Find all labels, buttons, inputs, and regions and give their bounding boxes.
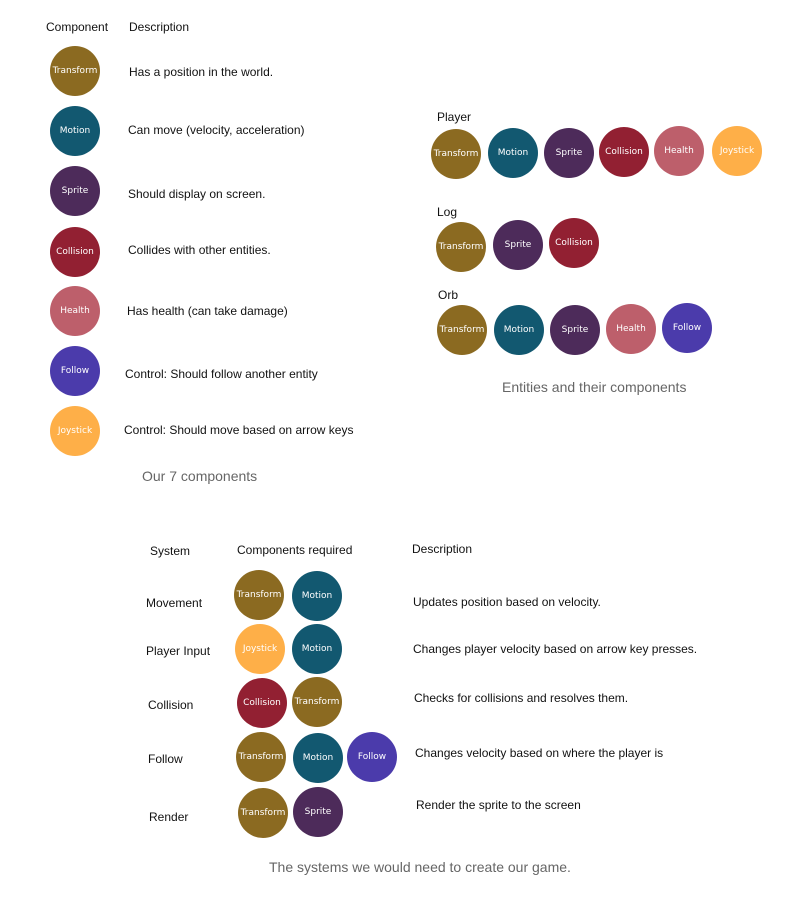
system-component-circle: Follow — [347, 732, 397, 782]
entity-component-circle: Follow — [662, 303, 712, 353]
system-description: Changes velocity based on where the play… — [415, 746, 664, 760]
component-description: Has a position in the world. — [129, 65, 274, 79]
component-circle: Sprite — [50, 166, 100, 216]
entity-component-circle: Sprite — [493, 220, 543, 270]
entity-component-circle: Transform — [437, 305, 487, 355]
entity-label-player: Player — [437, 110, 472, 124]
system-description: Changes player velocity based on arrow k… — [413, 642, 698, 656]
entity-component-circle: Joystick — [712, 126, 762, 176]
component-header: Component — [46, 20, 109, 34]
system-description: Updates position based on velocity. — [413, 595, 601, 609]
component-circle: Collision — [50, 227, 100, 277]
component-circle: Motion — [50, 106, 100, 156]
systems-caption: The systems we would need to create our … — [269, 859, 571, 875]
component-description: Control: Should move based on arrow keys — [124, 423, 354, 437]
entity-component-circle: Transform — [436, 222, 486, 272]
entity-component-circle: Transform — [431, 129, 481, 179]
system-component-circle: Joystick — [235, 624, 285, 674]
entity-component-circle: Health — [606, 304, 656, 354]
system-component-circle: Motion — [293, 733, 343, 783]
component-description: Should display on screen. — [128, 187, 266, 201]
components-required-header: Components required — [237, 543, 353, 557]
entity-component-circle: Health — [654, 126, 704, 176]
system-name: Collision — [148, 698, 194, 712]
component-description: Can move (velocity, acceleration) — [128, 123, 305, 137]
system-component-circle: Transform — [236, 732, 286, 782]
entity-label-log: Log — [437, 205, 458, 219]
system-component-circle: Transform — [292, 677, 342, 727]
entity-component-circle: Collision — [549, 218, 599, 268]
system-description: Checks for collisions and resolves them. — [414, 691, 629, 705]
entity-component-circle: Motion — [494, 305, 544, 355]
component-circle: Transform — [50, 46, 100, 96]
component-description: Has health (can take damage) — [127, 304, 288, 318]
entity-component-circle: Sprite — [544, 128, 594, 178]
entity-label-orb: Orb — [438, 288, 459, 302]
entity-component-circle: Motion — [488, 128, 538, 178]
entity-component-circle: Collision — [599, 127, 649, 177]
component-description: Control: Should follow another entity — [125, 367, 318, 381]
system-component-circle: Motion — [292, 624, 342, 674]
component-description: Collides with other entities. — [128, 243, 271, 257]
system-component-circle: Collision — [237, 678, 287, 728]
entities-caption: Entities and their components — [502, 379, 687, 395]
system-component-circle: Transform — [234, 570, 284, 620]
component-circle: Health — [50, 286, 100, 336]
entity-component-circle: Sprite — [550, 305, 600, 355]
system-name: Movement — [146, 596, 203, 610]
component-circle: Joystick — [50, 406, 100, 456]
system-component-circle: Sprite — [293, 787, 343, 837]
system-name: Player Input — [146, 644, 211, 658]
system-description-header: Description — [412, 542, 473, 556]
system-header: System — [150, 544, 191, 558]
system-name: Render — [149, 810, 189, 824]
components-caption: Our 7 components — [142, 468, 258, 484]
description-header: Description — [129, 20, 190, 34]
system-component-circle: Motion — [292, 571, 342, 621]
component-circle: Follow — [50, 346, 100, 396]
system-name: Follow — [148, 752, 183, 766]
system-description: Render the sprite to the screen — [416, 798, 581, 812]
system-component-circle: Transform — [238, 788, 288, 838]
